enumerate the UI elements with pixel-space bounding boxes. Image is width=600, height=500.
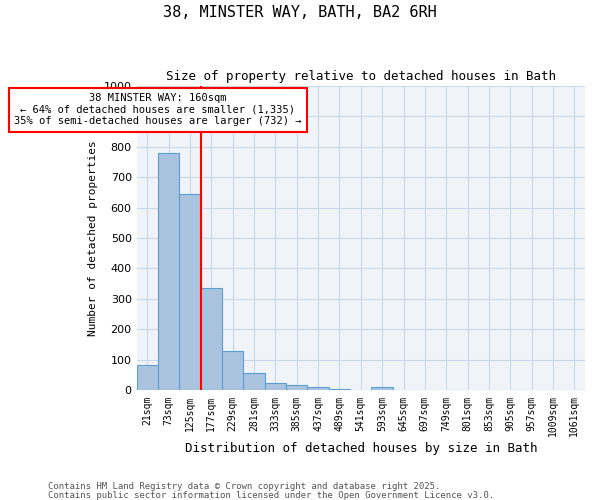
Title: Size of property relative to detached houses in Bath: Size of property relative to detached ho… [166, 70, 556, 83]
Bar [371, 388, 393, 390]
X-axis label: Distribution of detached houses by size in Bath: Distribution of detached houses by size … [185, 442, 537, 455]
Bar [200, 288, 222, 390]
Bar [222, 351, 244, 391]
Text: 38, MINSTER WAY, BATH, BA2 6RH: 38, MINSTER WAY, BATH, BA2 6RH [163, 5, 437, 20]
Text: Contains HM Land Registry data © Crown copyright and database right 2025.: Contains HM Land Registry data © Crown c… [48, 482, 440, 491]
Bar [137, 364, 158, 390]
Bar [158, 152, 179, 390]
Bar [286, 385, 307, 390]
Text: Contains public sector information licensed under the Open Government Licence v3: Contains public sector information licen… [48, 490, 494, 500]
Bar [265, 383, 286, 390]
Text: 38 MINSTER WAY: 160sqm
← 64% of detached houses are smaller (1,335)
35% of semi-: 38 MINSTER WAY: 160sqm ← 64% of detached… [14, 93, 302, 126]
Bar [179, 194, 200, 390]
Bar [244, 373, 265, 390]
Bar [307, 388, 329, 390]
Bar [329, 388, 350, 390]
Y-axis label: Number of detached properties: Number of detached properties [88, 140, 98, 336]
